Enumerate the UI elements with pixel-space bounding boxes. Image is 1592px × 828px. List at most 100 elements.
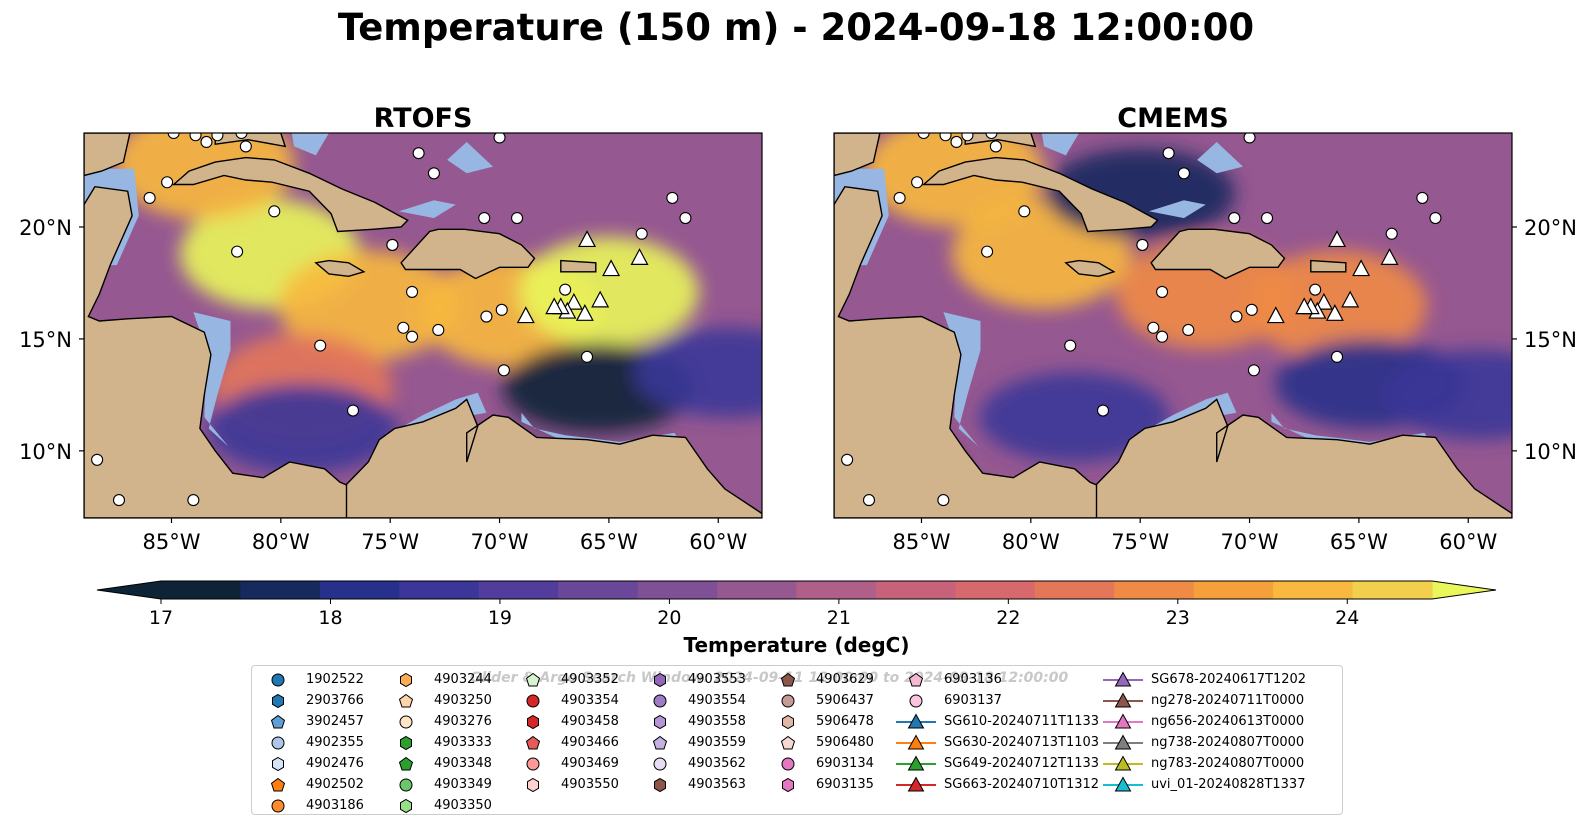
glider-marker <box>545 297 564 315</box>
argo-float-marker <box>635 227 648 240</box>
legend-marker <box>399 778 413 791</box>
legend-column: 4903352 4903354 4903458 4903466 4903469 49035… <box>513 669 619 795</box>
cold-region <box>1384 349 1512 440</box>
legend-column: 1902522 2903766 3902457 4902355 4902476 49025… <box>258 669 364 816</box>
legend-marker <box>272 756 284 771</box>
legend-label: 3902457 <box>306 714 364 729</box>
argo-float-marker <box>478 212 491 225</box>
legend-entry: 4903563 <box>640 774 746 795</box>
x-tick-label: 60°W <box>689 530 747 554</box>
colorbar-segment <box>717 581 798 599</box>
glider-marker <box>591 290 610 308</box>
x-tick-label: 65°W <box>580 530 638 554</box>
argo-float-marker <box>1147 321 1160 334</box>
legend-marker <box>271 673 285 686</box>
legend-marker <box>909 694 923 707</box>
legend-entry: 4903244 <box>386 669 492 690</box>
argo-float-marker <box>985 133 998 140</box>
argo-float-marker <box>200 135 213 149</box>
legend-label: ng278-20240711T0000 <box>1151 693 1305 708</box>
legend-entry: 3902457 <box>258 711 364 732</box>
legend-entry: ng738-20240807T0000 <box>1103 732 1306 753</box>
legend-entry: 4903629 <box>768 669 874 690</box>
legend-entry: 4903349 <box>386 774 492 795</box>
argo-float-marker <box>911 176 924 189</box>
legend-label: 1902522 <box>306 672 364 687</box>
argo-float-marker <box>235 133 248 140</box>
legend-label: 4902502 <box>306 777 364 792</box>
legend-marker <box>271 736 285 749</box>
legend-column: 4903629 5906437 5906478 5906480 6903134 69031… <box>768 669 874 795</box>
legend-label: 4903563 <box>688 777 746 792</box>
glider-marker <box>1295 297 1314 315</box>
argo-float-marker <box>1230 310 1243 323</box>
legend-label: 6903136 <box>944 672 1002 687</box>
legend-label: 4903350 <box>434 798 492 813</box>
legend-label: ng738-20240807T0000 <box>1151 735 1305 750</box>
legend-marker <box>1103 775 1143 791</box>
legend-marker <box>1103 670 1143 686</box>
colorbar-tick-label: 21 <box>827 607 851 629</box>
legend-label: 4903469 <box>561 756 619 771</box>
land-mass <box>964 133 1037 148</box>
legend-label: 5906478 <box>816 714 874 729</box>
legend-marker <box>896 712 936 728</box>
legend-label: 4903554 <box>688 693 746 708</box>
colorbar-segment <box>1273 581 1354 599</box>
legend-entry: 4902355 <box>258 732 364 753</box>
argo-float-marker <box>950 135 963 149</box>
colorbar-tick-label: 20 <box>657 607 681 629</box>
glider-marker <box>1314 292 1333 310</box>
legend-column: 6903136 6903137 SG610-20240711T1133 SG630-2… <box>896 669 1099 795</box>
land-mass <box>560 259 597 273</box>
legend-label: 2903766 <box>306 693 364 708</box>
legend-entry: 4903276 <box>386 711 492 732</box>
legend-marker <box>654 714 666 729</box>
legend-marker <box>525 735 541 749</box>
argo-float-marker <box>1096 404 1110 417</box>
argo-float-marker <box>412 147 425 160</box>
legend-label: 4903276 <box>434 714 492 729</box>
legend-marker <box>908 672 924 686</box>
legend-label: 4903352 <box>561 672 619 687</box>
y-tick-label: 15°N <box>19 328 72 352</box>
colorbar-tick-label: 18 <box>318 607 342 629</box>
cold-region <box>979 372 1170 463</box>
x-tick-label: 60°W <box>1439 530 1497 554</box>
colorbar-segment <box>796 581 877 599</box>
cold-region <box>634 327 762 418</box>
glider-marker <box>578 230 597 248</box>
shallow-shelf <box>193 312 231 447</box>
warm-region <box>1247 250 1428 361</box>
argo-float-marker <box>1330 350 1344 363</box>
legend-marker <box>526 757 540 770</box>
legend-label: SG630-20240713T1103 <box>944 735 1100 750</box>
legend-label: 4903458 <box>561 714 619 729</box>
shallow-shelf <box>447 142 493 174</box>
legend-marker <box>653 694 667 707</box>
legend-label: 4903333 <box>434 735 492 750</box>
y-tick-label: 20°N <box>19 216 72 240</box>
land-mass <box>314 259 366 278</box>
land-mass <box>921 156 1159 233</box>
argo-float-marker <box>1416 191 1429 204</box>
warm-region <box>518 236 699 347</box>
shallow-shelf <box>1148 200 1206 219</box>
argo-float-marker <box>231 245 244 258</box>
colorbar-segment <box>1193 581 1274 599</box>
legend-entry: 6903134 <box>768 753 874 774</box>
legend-label: SG678-20240617T1202 <box>1151 672 1307 687</box>
legend-label: 6903137 <box>944 693 1002 708</box>
x-tick-label: 75°W <box>1111 530 1169 554</box>
shallow-shelf <box>291 133 329 156</box>
argo-float-marker <box>1136 238 1149 251</box>
argo-float-marker <box>91 453 104 466</box>
argo-float-marker <box>989 140 1002 153</box>
legend-column: SG678-20240617T1202 ng278-20240711T0000 ng… <box>1103 669 1306 795</box>
legend-marker <box>525 672 541 686</box>
argo-float-marker <box>1018 205 1031 218</box>
legend-entry: SG630-20240713T1103 <box>896 732 1099 753</box>
legend-entry: 4903350 <box>386 795 492 816</box>
argo-float-marker <box>167 133 180 140</box>
legend-entry: SG649-20240712T1133 <box>896 753 1099 774</box>
